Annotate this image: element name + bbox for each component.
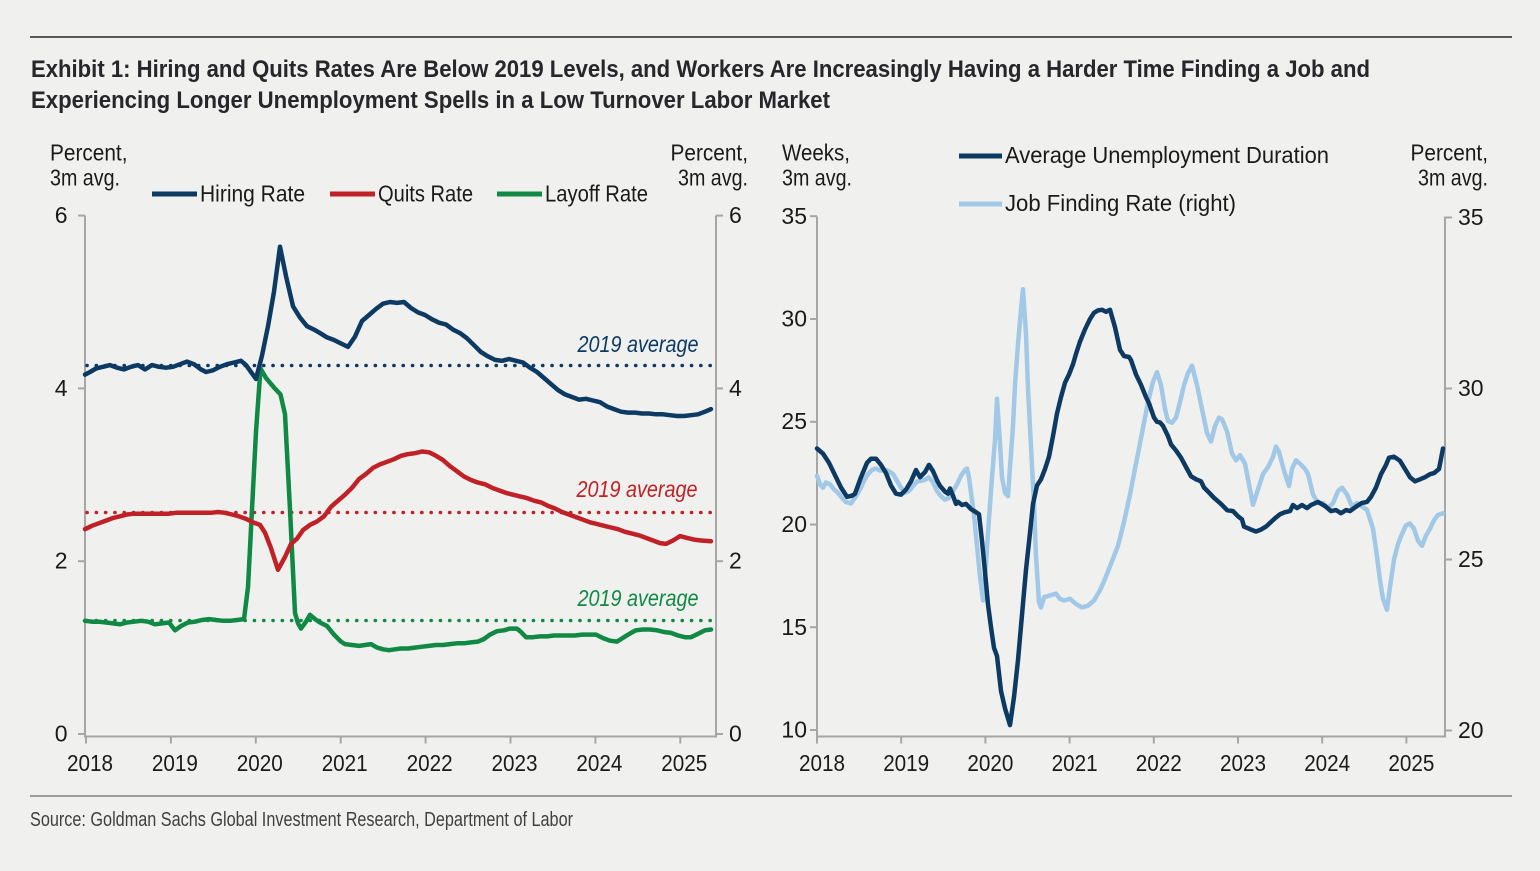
- svg-text:3m avg.: 3m avg.: [50, 165, 120, 191]
- svg-text:35: 35: [781, 203, 807, 229]
- svg-text:15: 15: [781, 614, 807, 640]
- svg-text:4: 4: [55, 375, 68, 401]
- svg-text:2021: 2021: [1052, 750, 1098, 776]
- svg-text:0: 0: [55, 721, 68, 747]
- svg-text:Job Finding Rate (right): Job Finding Rate (right): [1005, 190, 1236, 216]
- svg-text:Layoff Rate: Layoff Rate: [545, 181, 648, 207]
- svg-text:25: 25: [1458, 546, 1484, 572]
- svg-text:2025: 2025: [661, 750, 707, 776]
- svg-text:6: 6: [55, 202, 68, 228]
- svg-text:2019: 2019: [152, 750, 198, 776]
- svg-text:35: 35: [1458, 204, 1484, 230]
- svg-text:30: 30: [781, 306, 807, 332]
- svg-text:2024: 2024: [1304, 750, 1350, 776]
- svg-text:6: 6: [729, 202, 742, 228]
- svg-text:2019 average: 2019 average: [576, 476, 698, 502]
- svg-text:4: 4: [729, 375, 742, 401]
- svg-text:Exhibit 1: Hiring and Quits Ra: Exhibit 1: Hiring and Quits Rates Are Be…: [31, 56, 1370, 83]
- svg-text:2: 2: [55, 548, 68, 574]
- svg-text:2021: 2021: [322, 750, 368, 776]
- svg-text:3m avg.: 3m avg.: [782, 165, 852, 191]
- svg-text:2025: 2025: [1388, 750, 1434, 776]
- svg-text:Quits Rate: Quits Rate: [378, 181, 473, 207]
- svg-text:2022: 2022: [407, 750, 453, 776]
- svg-text:25: 25: [781, 408, 807, 434]
- svg-text:2019: 2019: [883, 750, 929, 776]
- svg-text:0: 0: [729, 721, 742, 747]
- svg-text:Percent,: Percent,: [1411, 140, 1489, 166]
- svg-text:2018: 2018: [67, 750, 113, 776]
- svg-text:20: 20: [1458, 717, 1484, 743]
- svg-text:10: 10: [781, 717, 807, 743]
- svg-text:2018: 2018: [799, 750, 845, 776]
- svg-text:2: 2: [729, 548, 742, 574]
- svg-text:2019 average: 2019 average: [577, 331, 699, 357]
- svg-text:Percent,: Percent,: [671, 140, 749, 166]
- svg-text:2019 average: 2019 average: [577, 585, 699, 611]
- svg-text:30: 30: [1458, 375, 1484, 401]
- svg-text:3m avg.: 3m avg.: [1418, 165, 1488, 191]
- svg-text:2024: 2024: [576, 750, 622, 776]
- svg-text:2020: 2020: [237, 750, 283, 776]
- svg-text:3m avg.: 3m avg.: [678, 165, 748, 191]
- svg-text:Average Unemployment Duration: Average Unemployment Duration: [1005, 142, 1329, 168]
- svg-text:2022: 2022: [1136, 750, 1182, 776]
- svg-text:Percent,: Percent,: [50, 140, 128, 166]
- svg-text:2020: 2020: [967, 750, 1013, 776]
- svg-text:Experiencing Longer Unemployme: Experiencing Longer Unemployment Spells …: [31, 87, 830, 114]
- svg-text:2023: 2023: [1220, 750, 1266, 776]
- svg-text:Hiring Rate: Hiring Rate: [200, 181, 305, 207]
- svg-text:Source: Goldman Sachs Global I: Source: Goldman Sachs Global Investment …: [30, 809, 573, 831]
- svg-text:20: 20: [781, 511, 807, 537]
- svg-text:2023: 2023: [492, 750, 538, 776]
- svg-text:Weeks,: Weeks,: [782, 140, 850, 166]
